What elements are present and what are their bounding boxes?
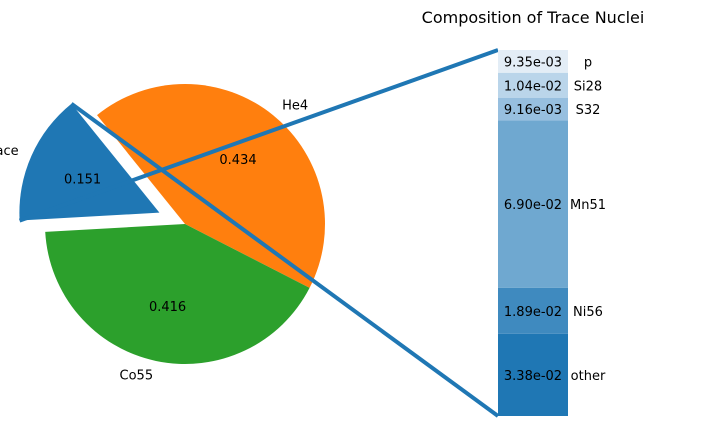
bar-category-label: Ni56: [573, 305, 603, 320]
bar-value-label: 1.04e-02: [504, 79, 562, 94]
pie-chart: 0.434 He4 0.151 trace 0.416 Co55: [0, 84, 325, 384]
bar-segment-si28: [498, 72, 568, 98]
pie-slice-co55: [45, 224, 310, 365]
bar-category-label: other: [571, 369, 606, 384]
bar-category-label: S32: [576, 103, 601, 118]
pie-slice-he4: [97, 84, 325, 288]
pie-value-label: 0.151: [64, 173, 101, 188]
bar-chart-title: Composition of Trace Nuclei: [422, 8, 645, 27]
bar-segment-other: [498, 333, 568, 416]
bar-category-label: Si28: [574, 79, 602, 94]
connector-lines: [18, 48, 500, 418]
bar-value-label: 3.38e-02: [504, 369, 562, 384]
connector-line-top: [18, 48, 499, 223]
pie-category-label: Co55: [120, 369, 154, 384]
bar-segment-mn51: [498, 120, 568, 288]
pie-category-label: He4: [282, 99, 308, 114]
bar-category-label: p: [584, 55, 592, 70]
bar-segment-ni56: [498, 287, 568, 334]
pie-value-label: 0.416: [149, 300, 186, 315]
bar-segment-p: [498, 50, 568, 73]
bar-value-label: 6.90e-02: [504, 198, 562, 213]
bar-value-label: 9.35e-03: [504, 55, 562, 70]
bar-value-label: 1.89e-02: [504, 305, 562, 320]
pie-value-label: 0.434: [219, 153, 256, 168]
bar-category-label: Mn51: [570, 198, 606, 213]
bar-segment-s32: [498, 97, 568, 121]
bar-value-label: 9.16e-03: [504, 103, 562, 118]
pie-category-label: trace: [0, 144, 19, 159]
stacked-bar-chart: 3.38e-02 other 1.89e-02 Ni56 6.90e-02 Mn51 9.1…: [498, 50, 606, 416]
connector-line-bottom: [70, 102, 500, 418]
pie-slice-trace: [19, 103, 160, 221]
